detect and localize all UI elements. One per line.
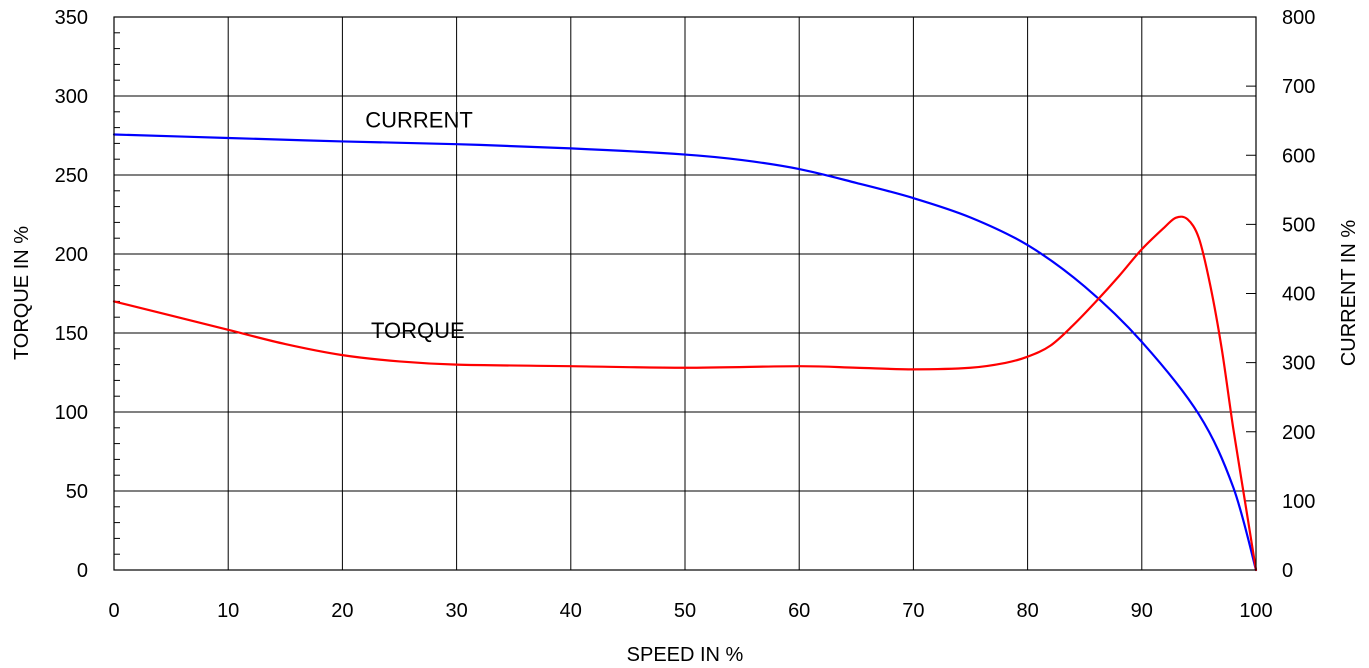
annotations: CURRENT TORQUE (365, 108, 473, 343)
left-y-tick-label: 300 (55, 86, 88, 108)
x-tick-label: 70 (902, 600, 924, 622)
current-series-line (112, 133, 1258, 572)
right-y-tick-label: 700 (1282, 76, 1315, 98)
current-annotation: CURRENT (365, 108, 473, 133)
x-tick-label: 40 (560, 600, 582, 622)
right-y-tick-label: 0 (1282, 560, 1293, 582)
left-y-tick-label: 200 (55, 244, 88, 266)
left-y-tick-label: 50 (66, 481, 88, 503)
x-tick-label: 80 (1016, 600, 1038, 622)
x-tick-label: 100 (1239, 600, 1272, 622)
x-tick-label: 20 (331, 600, 353, 622)
grid (114, 16, 1256, 571)
x-axis-title: SPEED IN % (627, 644, 744, 666)
x-tick-label: 10 (217, 600, 239, 622)
right-y-tick-label: 600 (1282, 145, 1315, 167)
left-y-tick-label: 0 (77, 560, 88, 582)
plot-frame (113, 16, 1257, 571)
series-layer (112, 133, 1258, 572)
right-y-axis-title: CURRENT IN % (1338, 220, 1360, 367)
torque-series-line (112, 215, 1258, 572)
x-tick-label: 50 (674, 600, 696, 622)
tick-labels: 0 10 20 30 40 50 60 70 80 90 100 0 50 100 150 200 250 300… (55, 7, 1316, 622)
right-y-tick-label: 100 (1282, 491, 1315, 513)
left-y-axis-title: TORQUE IN % (11, 226, 33, 360)
left-y-tick-label: 150 (55, 323, 88, 345)
x-tick-label: 90 (1131, 600, 1153, 622)
right-y-tick-label: 200 (1282, 422, 1315, 444)
x-tick-label: 60 (788, 600, 810, 622)
right-y-tick-label: 300 (1282, 353, 1315, 375)
left-y-tick-label: 100 (55, 402, 88, 424)
torque-annotation: TORQUE (371, 318, 465, 343)
left-y-tick-label: 350 (55, 7, 88, 29)
right-y-tick-label: 800 (1282, 7, 1315, 29)
x-tick-label: 30 (445, 600, 467, 622)
right-y-tick-label: 500 (1282, 214, 1315, 236)
left-y-tick-label: 250 (55, 165, 88, 187)
x-tick-label: 0 (108, 600, 119, 622)
right-y-tick-label: 400 (1282, 284, 1315, 306)
